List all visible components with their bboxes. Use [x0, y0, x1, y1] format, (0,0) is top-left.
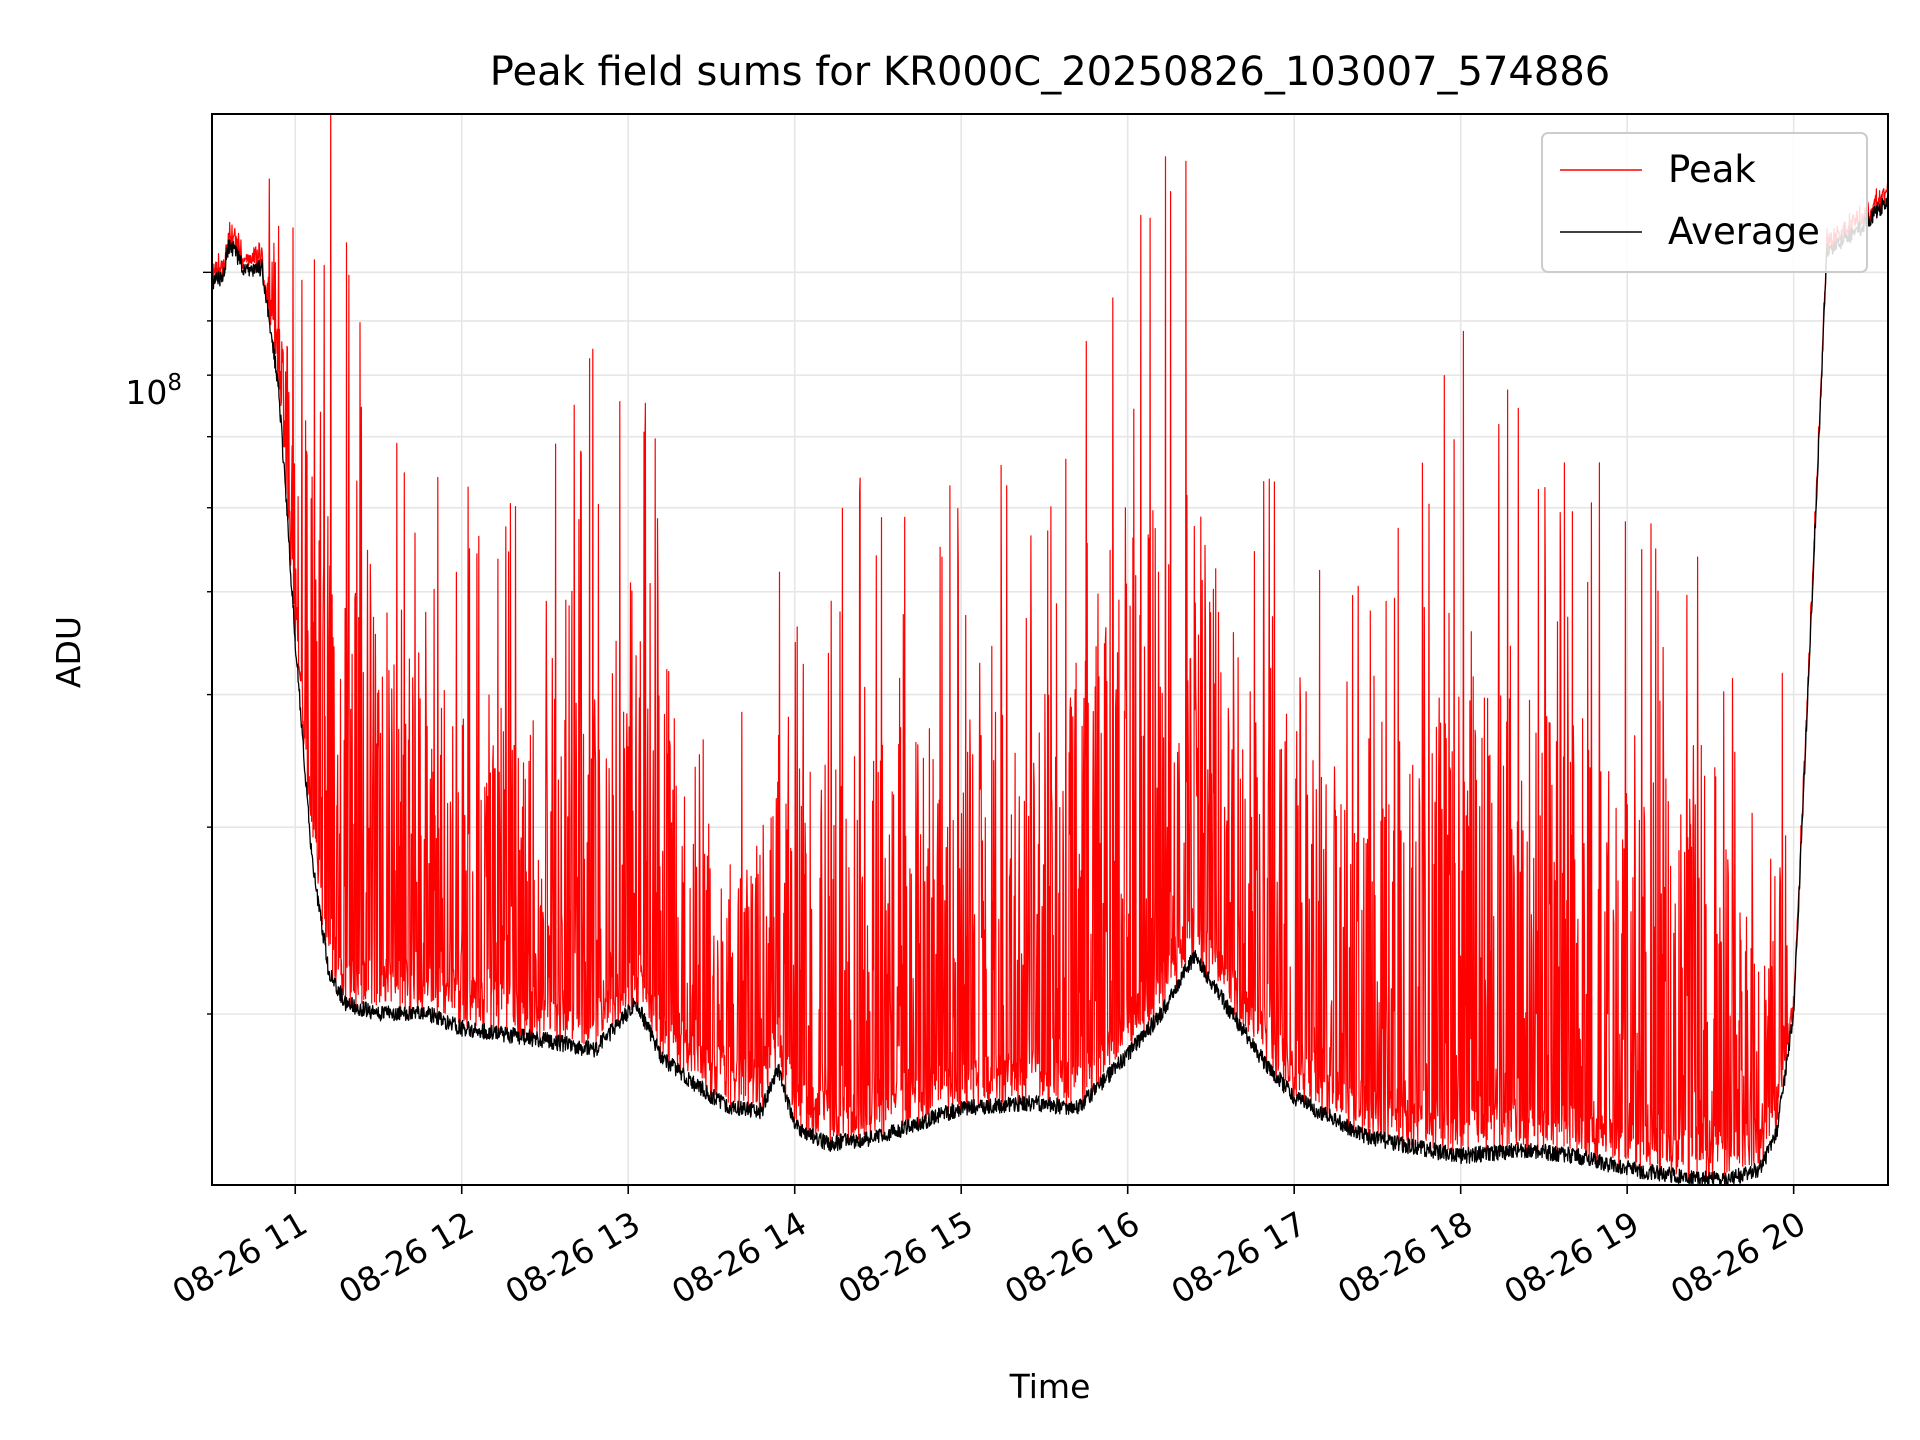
legend-box — [1541, 132, 1868, 273]
plot-series — [212, 114, 1888, 1185]
legend-label-peak: Peak — [1668, 148, 1756, 191]
series-line-average — [212, 195, 1888, 1185]
series-line-peak — [212, 114, 1888, 1185]
y-tick-base: 10 — [125, 373, 167, 412]
legend-label-average: Average — [1668, 210, 1820, 253]
y-tick-label-1e8: 108 — [125, 370, 182, 412]
y-axis-label: ADU — [49, 616, 88, 688]
x-axis-label: Time — [1009, 1367, 1091, 1406]
plot-frame — [211, 113, 1889, 1186]
chart-title: Peak field sums for KR000C_20250826_1030… — [490, 49, 1610, 95]
y-tick-exponent: 8 — [167, 370, 182, 396]
legend: Peak Average — [1541, 132, 1868, 273]
